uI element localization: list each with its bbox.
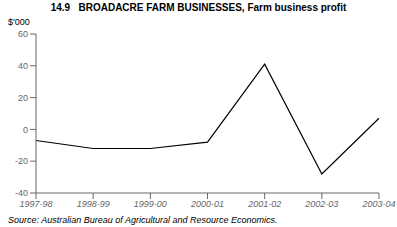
svg-text:-40: -40 xyxy=(15,188,28,198)
svg-text:60: 60 xyxy=(18,29,28,39)
html-text:14.9 BROADACRE FARM BUSINESSES: 14.9 BROADACRE FARM BUSINESSES, Farm bus… xyxy=(50,2,347,13)
svg-text:2002-03: 2002-03 xyxy=(304,199,338,209)
svg-text:-20: -20 xyxy=(15,156,28,166)
svg-text:1999-00: 1999-00 xyxy=(134,199,167,209)
svg-text:40: 40 xyxy=(18,61,28,71)
svg-text:2003-04: 2003-04 xyxy=(361,199,389,209)
svg-text:20: 20 xyxy=(18,93,28,103)
svg-text:1997-98: 1997-98 xyxy=(19,199,52,209)
html-text:Source: Australian Bureau of A: Source: Australian Bureau of Agricultura… xyxy=(8,215,278,225)
html-text:$'000: $'000 xyxy=(8,17,30,27)
svg-text:2000-01: 2000-01 xyxy=(190,199,224,209)
svg-text:2001-02: 2001-02 xyxy=(247,199,281,209)
svg-text:1998-99: 1998-99 xyxy=(77,199,110,209)
svg-text:0: 0 xyxy=(23,125,28,135)
